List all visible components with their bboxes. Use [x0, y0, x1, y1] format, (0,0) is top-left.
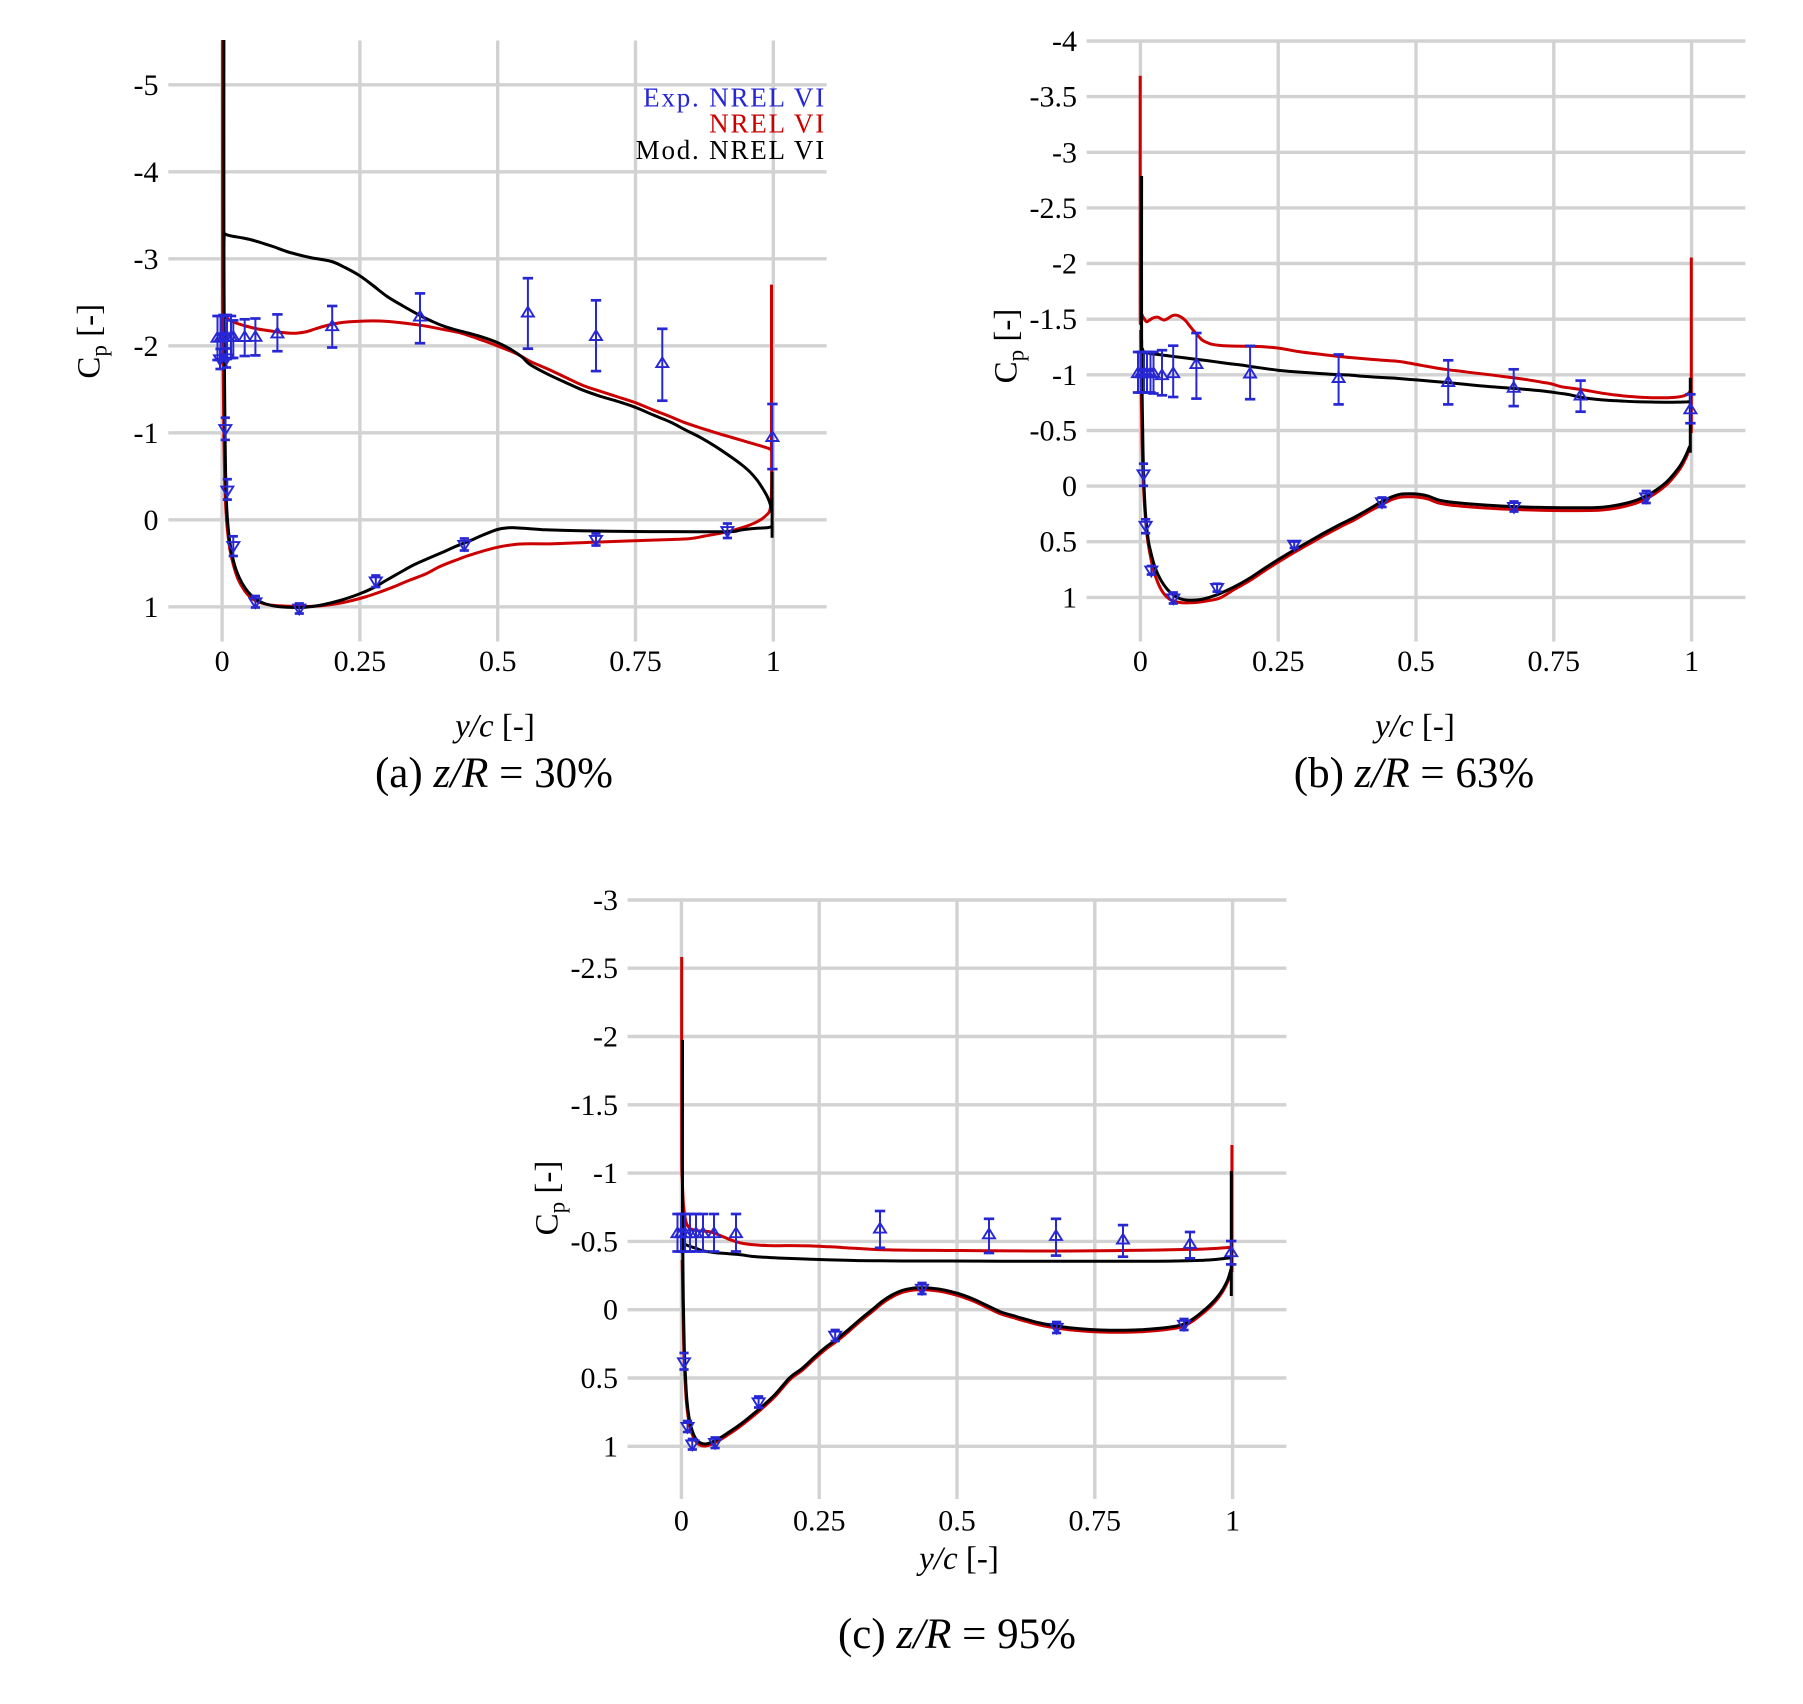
svg-text:y/c [-]: y/c [-] [916, 1541, 999, 1577]
svg-text:Exp. NREL VI: Exp. NREL VI [643, 83, 826, 113]
svg-text:-5: -5 [134, 69, 159, 102]
svg-text:-3: -3 [134, 243, 159, 276]
svg-text:Cp [-]: Cp [-] [989, 309, 1029, 384]
svg-text:(c) z/R = 95%: (c) z/R = 95% [838, 1611, 1076, 1658]
svg-text:-2: -2 [593, 1021, 618, 1054]
svg-text:-1.5: -1.5 [571, 1089, 619, 1122]
svg-text:0.75: 0.75 [1528, 645, 1581, 678]
svg-text:0: 0 [1133, 645, 1148, 678]
svg-text:-2.5: -2.5 [1030, 192, 1078, 225]
svg-text:0.5: 0.5 [1040, 526, 1078, 559]
svg-text:0.5: 0.5 [938, 1504, 976, 1537]
svg-text:0: 0 [144, 504, 159, 537]
svg-text:Cp [-]: Cp [-] [530, 1161, 570, 1236]
svg-text:-4: -4 [1052, 25, 1077, 58]
svg-text:1: 1 [766, 645, 781, 678]
svg-text:-1: -1 [134, 417, 159, 450]
svg-text:-1: -1 [593, 1157, 618, 1190]
svg-text:0: 0 [1062, 470, 1077, 503]
svg-text:1: 1 [603, 1430, 618, 1463]
svg-text:-0.5: -0.5 [571, 1225, 619, 1258]
svg-text:Cp [-]: Cp [-] [72, 304, 112, 379]
svg-text:NREL VI: NREL VI [709, 109, 826, 139]
svg-text:-2.5: -2.5 [571, 952, 619, 985]
svg-text:0.5: 0.5 [581, 1362, 619, 1395]
svg-text:(b) z/R = 63%: (b) z/R = 63% [1294, 750, 1534, 797]
svg-text:-3: -3 [593, 884, 618, 917]
svg-text:1: 1 [1225, 1504, 1240, 1537]
svg-text:-2: -2 [1052, 248, 1077, 281]
svg-text:0.75: 0.75 [609, 645, 662, 678]
svg-text:y/c [-]: y/c [-] [452, 709, 535, 745]
svg-text:-4: -4 [134, 156, 159, 189]
svg-text:1: 1 [1684, 645, 1699, 678]
svg-text:0.5: 0.5 [479, 645, 517, 678]
svg-text:-3.5: -3.5 [1030, 81, 1078, 114]
svg-text:-1.5: -1.5 [1030, 303, 1078, 336]
svg-text:1: 1 [144, 591, 159, 624]
svg-text:(a) z/R = 30%: (a) z/R = 30% [375, 750, 613, 797]
svg-text:-3: -3 [1052, 136, 1077, 169]
svg-text:-0.5: -0.5 [1030, 415, 1078, 448]
svg-text:0: 0 [674, 1504, 689, 1537]
svg-text:1: 1 [1062, 581, 1077, 614]
svg-text:0.25: 0.25 [334, 645, 387, 678]
svg-text:0.75: 0.75 [1069, 1504, 1122, 1537]
svg-text:Mod. NREL VI: Mod. NREL VI [636, 135, 826, 165]
svg-text:0: 0 [603, 1294, 618, 1327]
svg-text:0.25: 0.25 [1252, 645, 1305, 678]
svg-text:-1: -1 [1052, 359, 1077, 392]
svg-text:0: 0 [215, 645, 230, 678]
svg-text:0.5: 0.5 [1397, 645, 1435, 678]
svg-text:y/c [-]: y/c [-] [1372, 709, 1455, 745]
svg-text:-2: -2 [134, 330, 159, 363]
svg-text:0.25: 0.25 [793, 1504, 846, 1537]
